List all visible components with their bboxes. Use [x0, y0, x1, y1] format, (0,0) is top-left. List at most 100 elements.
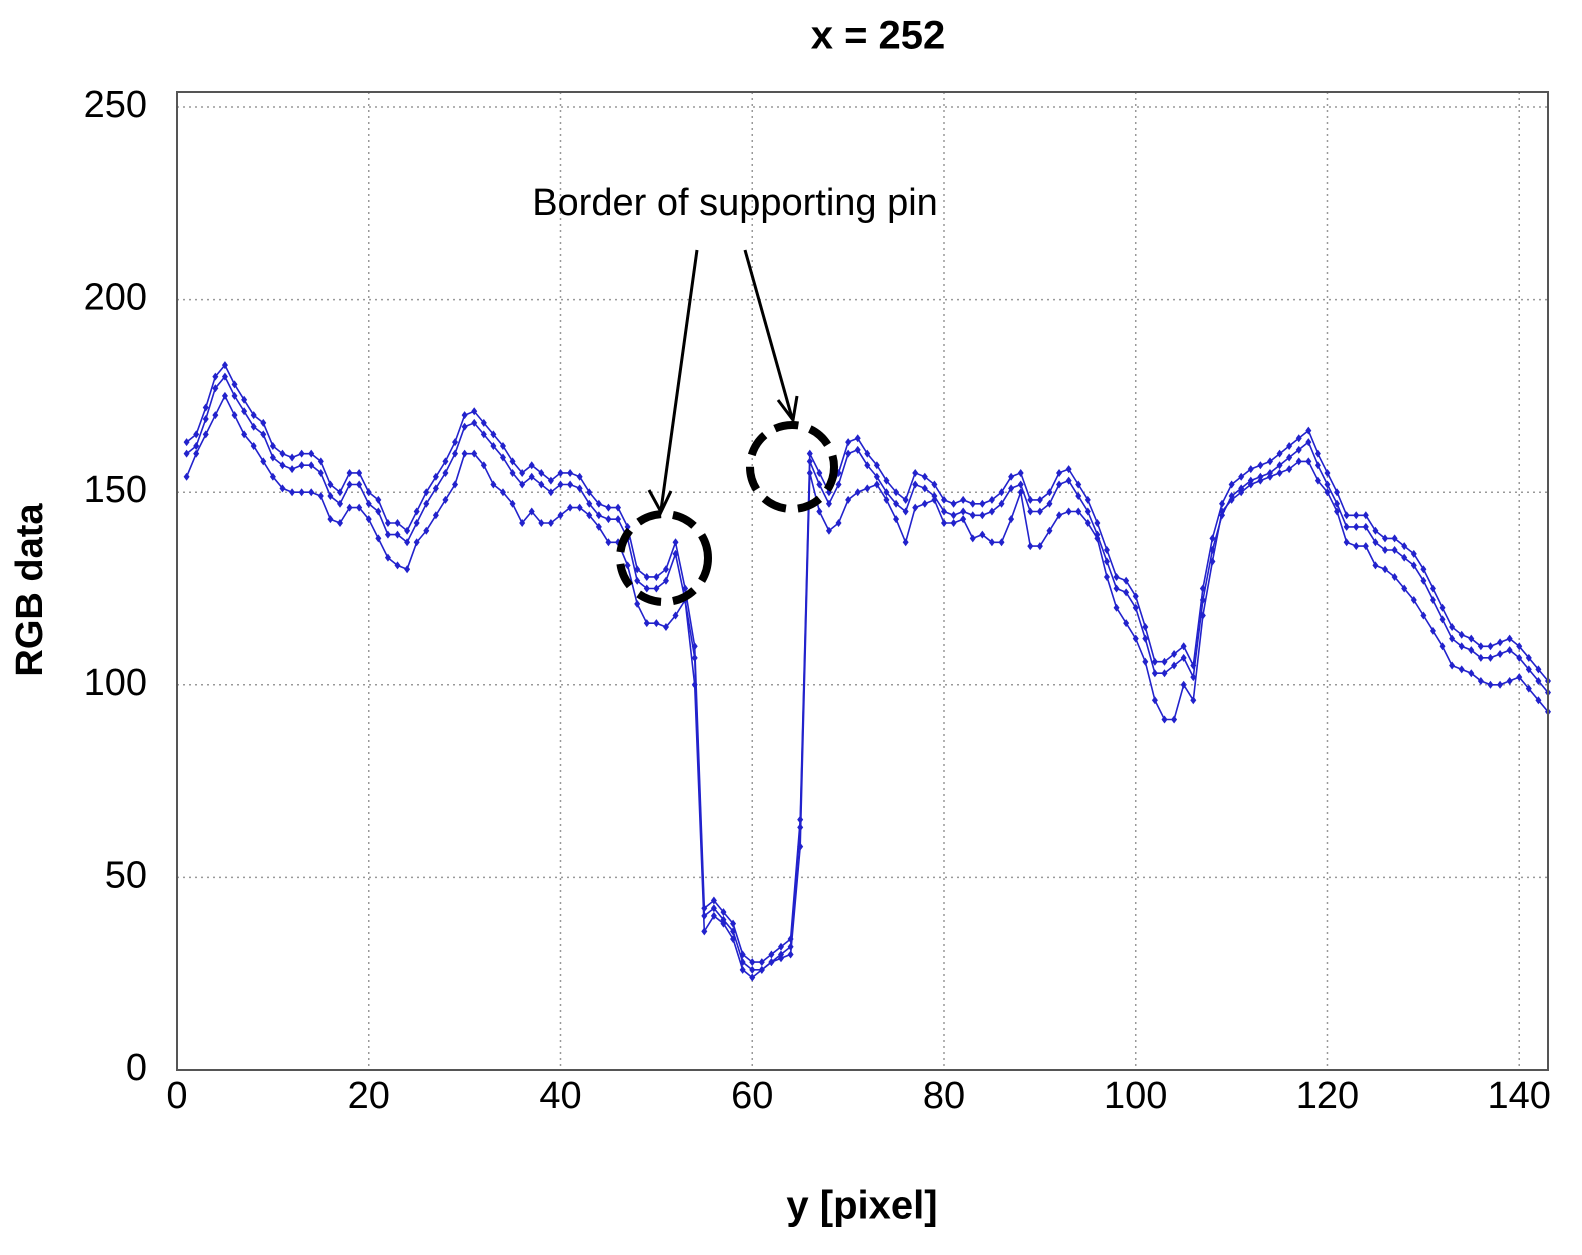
point-marker — [336, 499, 343, 508]
point-marker — [567, 503, 574, 512]
point-marker — [1008, 484, 1015, 493]
point-marker — [221, 361, 228, 370]
point-marker — [1209, 557, 1216, 566]
point-marker — [806, 457, 813, 466]
point-marker — [1420, 565, 1427, 574]
point-marker — [845, 495, 852, 504]
point-marker — [1401, 584, 1408, 593]
point-marker — [1180, 680, 1187, 689]
point-marker — [356, 503, 363, 512]
point-marker — [835, 480, 842, 489]
point-marker — [605, 503, 612, 512]
point-marker — [461, 411, 468, 420]
point-marker — [1487, 680, 1494, 689]
point-marker — [730, 919, 737, 928]
point-marker — [519, 468, 526, 477]
point-marker — [480, 418, 487, 427]
arrow-head — [647, 489, 673, 516]
point-marker — [269, 472, 276, 481]
point-marker — [394, 530, 401, 539]
point-marker — [221, 391, 228, 400]
y-axis-label: RGB data — [9, 503, 51, 677]
point-marker — [1324, 488, 1331, 497]
point-marker — [365, 488, 372, 497]
point-marker — [624, 561, 631, 570]
point-marker — [375, 534, 382, 543]
point-marker — [1180, 642, 1187, 651]
point-marker — [643, 619, 650, 628]
point-marker — [1429, 626, 1436, 635]
point-marker — [912, 468, 919, 477]
x-tick-label: 120 — [1296, 1075, 1359, 1117]
point-marker — [1036, 542, 1043, 551]
point-marker — [394, 519, 401, 528]
point-marker — [797, 842, 804, 851]
point-marker — [538, 468, 545, 477]
point-marker — [1535, 676, 1542, 685]
point-marker — [202, 430, 209, 439]
point-marker — [1046, 499, 1053, 508]
highlight-circle — [746, 421, 838, 513]
point-marker — [384, 553, 391, 562]
point-marker — [816, 507, 823, 516]
point-marker — [183, 449, 190, 458]
point-marker — [1497, 680, 1504, 689]
point-marker — [528, 472, 535, 481]
point-marker — [576, 484, 583, 493]
point-marker — [1449, 634, 1456, 643]
point-marker — [960, 507, 967, 516]
point-marker — [1017, 480, 1024, 489]
arrow — [659, 249, 699, 511]
point-marker — [672, 611, 679, 620]
point-marker — [883, 488, 890, 497]
point-marker — [1065, 476, 1072, 485]
point-marker — [1429, 596, 1436, 605]
point-marker — [202, 403, 209, 412]
point-marker — [365, 499, 372, 508]
point-marker — [701, 927, 708, 936]
point-marker — [557, 480, 564, 489]
point-marker — [183, 472, 190, 481]
point-marker — [1056, 511, 1063, 520]
x-axis-label: y [pixel] — [786, 1184, 937, 1228]
point-marker — [241, 407, 248, 416]
point-marker — [547, 519, 554, 528]
point-marker — [864, 461, 871, 470]
point-marker — [1171, 649, 1178, 658]
point-marker — [547, 476, 554, 485]
point-marker — [1353, 511, 1360, 520]
point-marker — [749, 973, 756, 982]
point-marker — [778, 954, 785, 963]
point-marker — [720, 919, 727, 928]
x-tick-label: 40 — [539, 1075, 581, 1117]
y-tick-label: 200 — [84, 277, 147, 319]
point-marker — [940, 507, 947, 516]
point-marker — [442, 468, 449, 477]
point-marker — [1516, 642, 1523, 651]
point-marker — [499, 453, 506, 462]
point-marker — [969, 511, 976, 520]
point-marker — [375, 507, 382, 516]
point-marker — [375, 495, 382, 504]
point-marker — [1017, 488, 1024, 497]
point-marker — [1142, 657, 1149, 666]
x-tick-label: 60 — [731, 1075, 773, 1117]
point-marker — [1506, 646, 1513, 655]
point-marker — [672, 549, 679, 558]
point-marker — [193, 449, 200, 458]
annotation-text: Border of supporting pin — [532, 182, 938, 224]
point-marker — [1123, 588, 1130, 597]
point-marker — [1439, 642, 1446, 651]
point-marker — [1353, 522, 1360, 531]
point-marker — [212, 411, 219, 420]
plot-data — [183, 361, 1551, 982]
point-marker — [1151, 657, 1158, 666]
point-marker — [452, 449, 459, 458]
point-marker — [442, 457, 449, 466]
point-marker — [1334, 488, 1341, 497]
point-marker — [557, 468, 564, 477]
point-marker — [1008, 472, 1015, 481]
point-marker — [298, 461, 305, 470]
point-marker — [1219, 499, 1226, 508]
point-marker — [998, 488, 1005, 497]
